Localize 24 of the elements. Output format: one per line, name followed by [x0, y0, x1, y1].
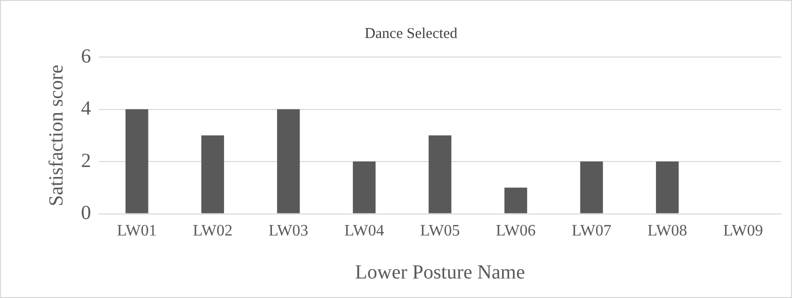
x-tick-label: LW09: [723, 222, 763, 240]
bar: [126, 109, 148, 214]
x-tick-label: LW06: [496, 222, 536, 240]
y-tick-label: 6: [81, 45, 91, 68]
x-axis-title: Lower Posture Name: [355, 261, 526, 284]
x-tick-label: LW01: [117, 222, 157, 240]
x-tick-label: LW07: [572, 222, 612, 240]
x-tick-label: LW04: [344, 222, 384, 240]
y-tick-label: 0: [81, 202, 91, 224]
bar: [656, 162, 679, 214]
bar: [504, 188, 528, 214]
x-tick-label: LW03: [268, 222, 308, 240]
bar: [201, 135, 224, 214]
bar: [580, 162, 603, 214]
bar: [352, 162, 376, 214]
x-tick-label: LW02: [192, 222, 233, 240]
y-axis-title: Satisfaction score: [45, 64, 68, 206]
y-tick-label: 2: [81, 150, 91, 172]
y-tick-label: 4: [81, 98, 91, 120]
x-tick-label: LW05: [420, 222, 460, 240]
chart-title: Dance Selected: [364, 26, 458, 42]
bar: [277, 109, 300, 214]
bar: [428, 135, 452, 214]
x-tick-label: LW08: [647, 222, 688, 240]
